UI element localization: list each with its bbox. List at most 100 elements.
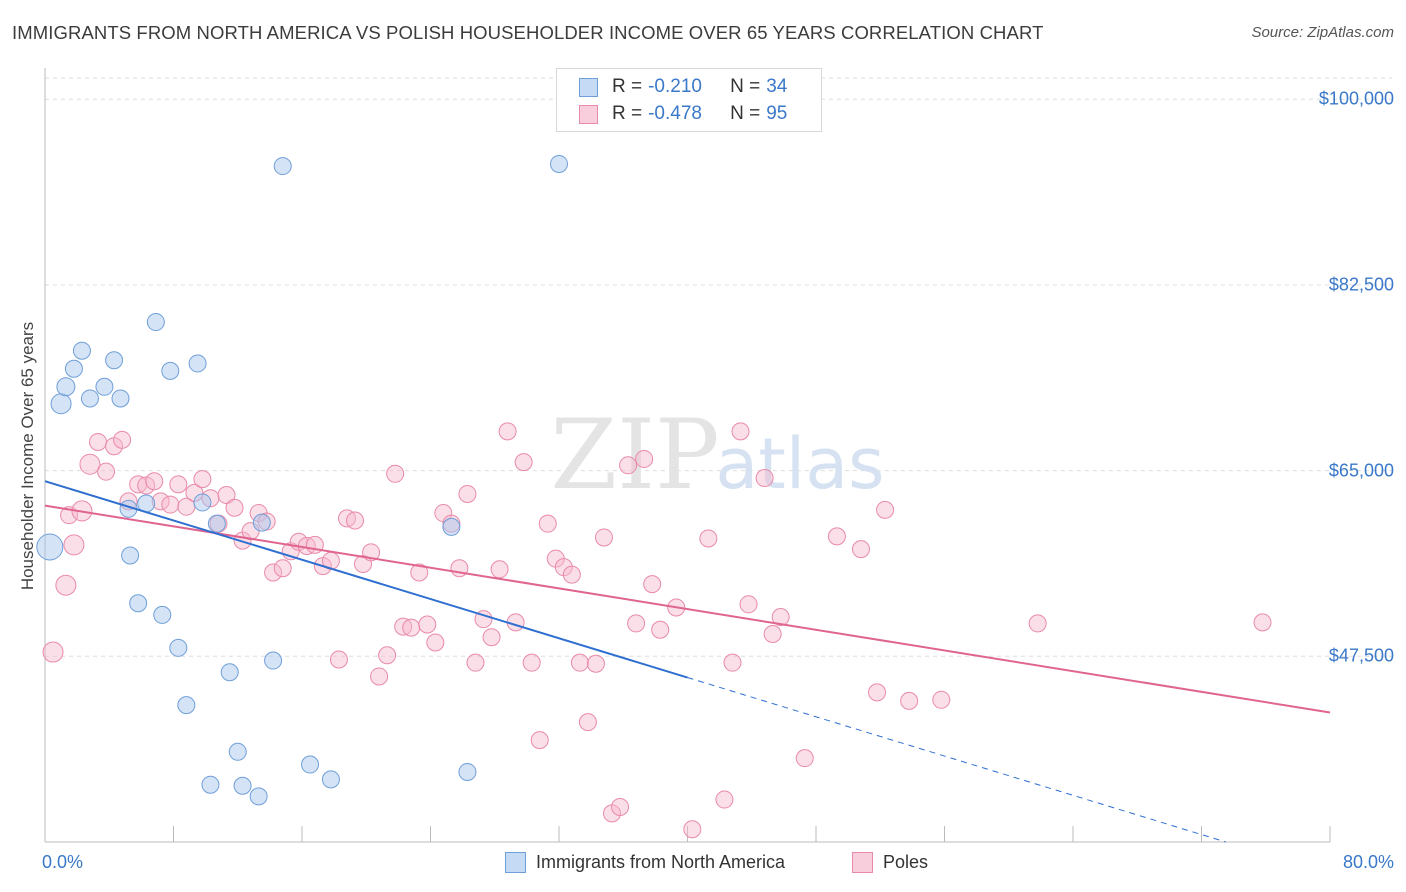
data-point-poles	[731, 422, 750, 441]
data-point-immigrants	[72, 341, 91, 360]
legend-r-value: -0.478	[648, 103, 702, 124]
data-point-poles	[851, 540, 870, 559]
data-point-immigrants	[64, 359, 83, 378]
data-point-poles	[410, 563, 429, 582]
chart-title: IMMIGRANTS FROM NORTH AMERICA VS POLISH …	[12, 22, 1044, 43]
watermark-atlas: atlas	[715, 423, 884, 505]
data-point-immigrants	[201, 775, 220, 794]
data-point-poles	[89, 432, 108, 451]
data-point-poles	[900, 691, 919, 710]
data-point-immigrants	[80, 389, 99, 408]
data-point-poles	[699, 529, 718, 548]
data-point-poles	[868, 683, 887, 702]
data-point-immigrants	[249, 787, 268, 806]
data-point-poles	[458, 484, 477, 503]
data-point-poles	[594, 528, 613, 547]
series-immigrants-points	[36, 154, 568, 806]
data-point-immigrants	[169, 638, 188, 657]
data-point-immigrants	[321, 770, 340, 789]
data-point-poles	[113, 430, 132, 449]
watermark: ZIP atlas	[550, 399, 884, 511]
x-tick-label-max: 80.0%	[1342, 852, 1394, 872]
data-point-immigrants	[95, 377, 114, 396]
legend-n-value: 95	[766, 103, 788, 124]
data-point-poles	[169, 475, 188, 494]
data-point-poles	[578, 713, 597, 732]
data-point-immigrants	[252, 513, 271, 532]
legend-swatch-blue	[505, 852, 526, 873]
legend-r-label: R =	[612, 76, 643, 97]
data-point-poles	[498, 422, 517, 441]
data-point-poles	[97, 462, 116, 481]
data-point-immigrants	[207, 514, 226, 533]
correlation-legend: R = -0.210 N = 34 R = -0.478 N = 95	[556, 68, 822, 132]
data-point-poles	[273, 559, 292, 578]
data-point-poles	[1253, 613, 1272, 632]
y-axis-label: Householder Income Over 65 years	[18, 321, 37, 591]
trend-line-immigrants	[44, 480, 688, 679]
data-point-poles	[538, 514, 557, 533]
trend-line-immigrants-extension	[687, 677, 1226, 843]
data-point-poles	[876, 500, 895, 519]
data-point-poles	[627, 614, 646, 633]
data-point-poles	[466, 653, 485, 672]
data-point-poles	[370, 667, 389, 686]
data-point-immigrants	[188, 354, 207, 373]
data-point-poles	[683, 820, 702, 839]
data-point-poles	[562, 565, 581, 584]
data-point-poles	[932, 690, 951, 709]
data-point-poles	[225, 498, 244, 517]
data-point-poles	[79, 453, 101, 475]
legend-row-poles: R = -0.478 N = 95	[579, 102, 787, 126]
y-tick-label: $47,500	[1328, 645, 1394, 666]
data-point-immigrants	[264, 651, 283, 670]
data-point-immigrants	[50, 393, 72, 415]
data-point-immigrants	[193, 493, 212, 512]
source-label: Source: ZipAtlas.com	[1251, 24, 1394, 41]
data-point-poles	[63, 534, 85, 556]
y-tick-label: $65,000	[1328, 460, 1394, 481]
data-point-immigrants	[228, 742, 247, 761]
data-point-immigrants	[220, 663, 239, 682]
data-point-poles	[193, 470, 212, 489]
data-point-poles	[771, 608, 790, 627]
data-point-poles	[635, 449, 654, 468]
data-point-poles	[418, 615, 437, 634]
x-tick-label-min: 0.0%	[42, 852, 84, 872]
data-point-poles	[530, 731, 549, 750]
data-point-poles	[586, 654, 605, 673]
data-point-poles	[42, 641, 64, 663]
gridlines	[45, 77, 1392, 657]
data-point-poles	[386, 464, 405, 483]
data-point-poles	[402, 618, 421, 637]
legend-label: Poles	[883, 852, 929, 872]
legend-r-value: -0.210	[648, 76, 702, 97]
data-point-poles	[137, 476, 156, 495]
data-point-poles	[570, 653, 589, 672]
legend-n-label: N =	[730, 103, 761, 124]
data-point-immigrants	[105, 351, 124, 370]
data-point-immigrants	[273, 157, 292, 176]
legend-row-immigrants: R = -0.210 N = 34	[579, 75, 787, 99]
axes	[44, 68, 1331, 843]
data-point-immigrants	[121, 546, 140, 565]
data-point-immigrants	[56, 377, 76, 397]
series-poles-points	[42, 422, 1272, 839]
data-point-poles	[145, 472, 164, 491]
data-point-poles	[795, 749, 814, 768]
data-point-poles	[755, 469, 774, 488]
legend-swatch-blue	[579, 77, 598, 97]
data-point-poles	[55, 574, 77, 596]
data-point-poles	[1028, 614, 1047, 633]
data-point-immigrants	[153, 605, 172, 624]
data-point-poles	[482, 628, 501, 647]
trend-line-poles	[44, 504, 1331, 714]
data-point-poles	[715, 790, 734, 809]
data-point-poles	[426, 633, 445, 652]
data-point-poles	[763, 625, 782, 644]
data-point-immigrants	[550, 154, 568, 173]
data-point-immigrants	[129, 594, 148, 613]
data-point-poles	[378, 646, 397, 665]
data-point-immigrants	[36, 533, 64, 561]
